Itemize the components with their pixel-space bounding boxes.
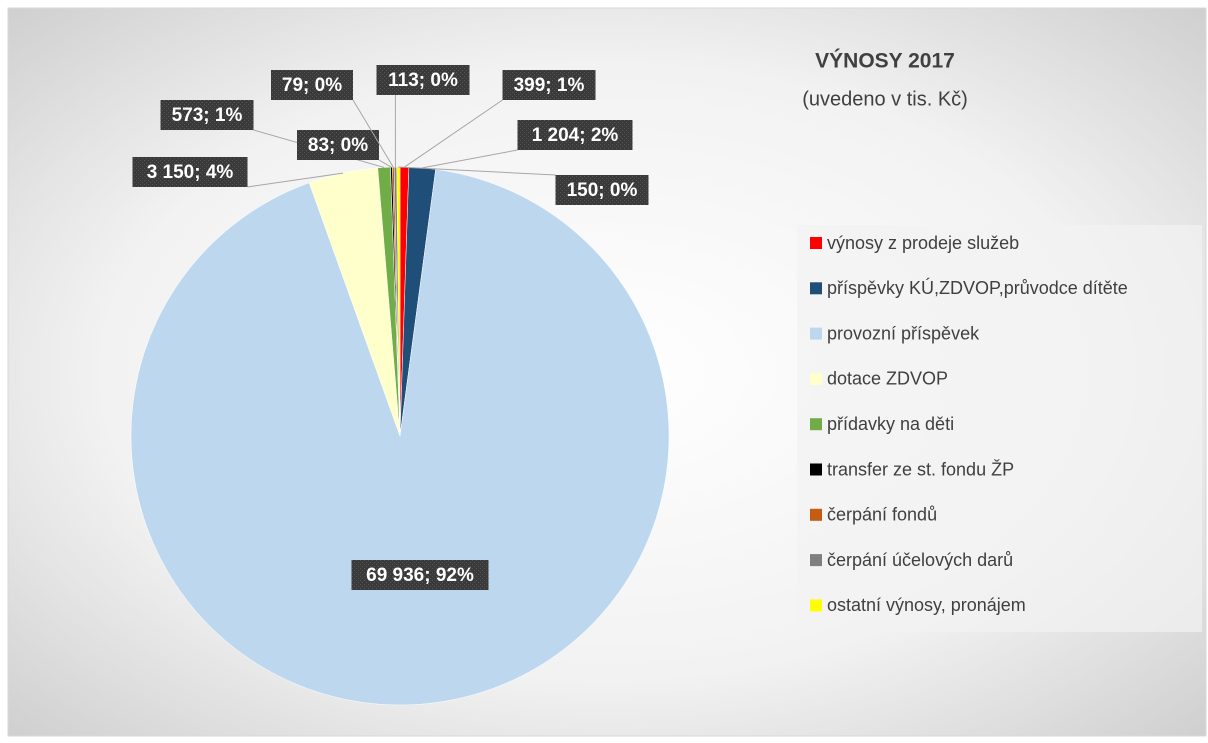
data-label-box — [555, 175, 649, 205]
leader-line — [378, 159, 392, 168]
legend-label: výnosy z prodeje služeb — [827, 233, 1019, 253]
data-label: 150; 0% — [567, 180, 638, 201]
legend-marker — [810, 463, 822, 476]
legend-marker — [810, 599, 822, 612]
legend-marker — [810, 554, 822, 567]
pie-slice — [130, 169, 670, 706]
data-label: 1 204; 2% — [532, 125, 619, 146]
chart-subtitle: (uvedeno v tis. Kč) — [802, 88, 968, 110]
data-label-box — [517, 120, 633, 150]
data-label: 399; 1% — [514, 75, 585, 96]
leader-line — [398, 166, 556, 176]
data-label-box — [132, 157, 248, 187]
leader-line — [352, 99, 394, 168]
legend-label: ostatní výnosy, pronájem — [827, 595, 1026, 615]
legend-marker — [810, 282, 822, 295]
data-label: 69 936; 92% — [366, 565, 474, 586]
data-label: 83; 0% — [308, 135, 368, 156]
legend-label: čerpání fondů — [827, 505, 937, 525]
legend-marker — [810, 508, 822, 521]
legend-marker — [810, 418, 822, 431]
data-label-box — [502, 70, 596, 100]
data-label: 3 150; 4% — [147, 162, 234, 183]
leader-line — [422, 149, 518, 169]
legend-marker — [810, 327, 822, 340]
data-label-box — [297, 130, 379, 160]
legend-marker — [810, 372, 822, 385]
data-label-box — [351, 560, 489, 590]
data-label-box — [160, 100, 254, 130]
legend-label: přídavky na děti — [827, 414, 954, 434]
legend-label: transfer ze st. fondu ŽP — [827, 459, 1014, 479]
legend-label: příspěvky KÚ,ZDVOP,průvodce dítěte — [827, 277, 1128, 298]
leader-line — [247, 172, 344, 188]
legend-label: dotace ZDVOP — [827, 369, 948, 389]
data-label: 79; 0% — [282, 75, 342, 96]
data-label-box — [376, 65, 470, 95]
legend-label: čerpání účelových darů — [827, 550, 1013, 570]
data-label-box — [271, 70, 353, 100]
legend-label: provozní příspěvek — [827, 323, 980, 343]
legend-marker — [810, 237, 822, 249]
data-label: 573; 1% — [172, 105, 243, 126]
leader-line — [404, 99, 503, 168]
chart-title: VÝNOSY 2017 — [815, 49, 955, 73]
data-label: 113; 0% — [388, 70, 458, 91]
legend-box — [797, 225, 1202, 632]
